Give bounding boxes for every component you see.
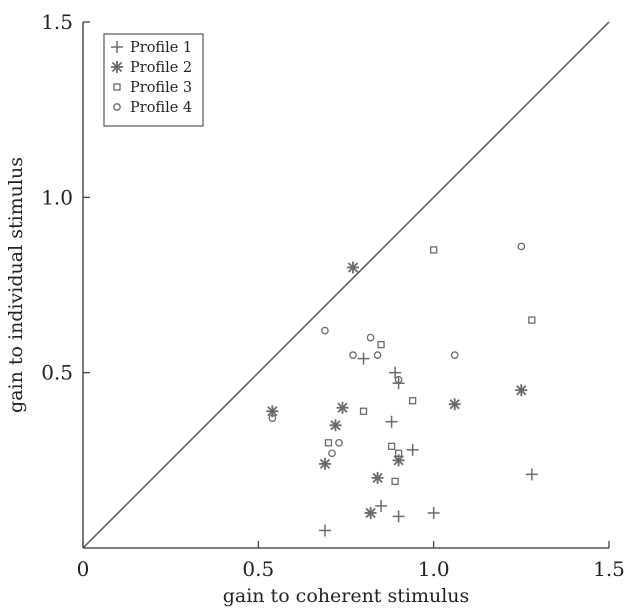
data-point-circle [450,351,459,359]
x-tick-label: 0 [77,557,90,581]
data-point-asterisk [318,457,331,470]
data-point-circle [394,375,403,384]
data-point-plus [406,443,419,456]
legend-box [103,33,204,127]
x-tick-label: 0.5 [242,557,274,581]
data-point-square [528,316,536,324]
data-point-plus [318,524,331,537]
y-tick-label: 1.0 [41,185,73,209]
data-point-circle [349,351,357,359]
legend-label: Profile 4 [130,100,192,116]
data-point-circle [328,449,336,458]
x-axis-label: gain to coherent stimulus [223,585,470,607]
data-point-asterisk [336,401,349,414]
data-point-asterisk [448,398,461,411]
data-point-plus [392,510,405,523]
x-tick-label: 1.5 [593,557,625,581]
data-point-asterisk [515,384,528,397]
reference-line-group [82,21,610,549]
legend-marker [111,61,123,73]
legend-label: Profile 3 [130,80,192,96]
legend-marker [113,83,121,91]
axes [82,21,610,549]
legend-label: Profile 1 [130,40,192,56]
x-tick-label: 1.0 [418,557,450,581]
data-point-circle [268,414,277,423]
y-tick-label: 1.5 [41,10,73,34]
data-point-plus [375,499,388,512]
data-point-plus [427,506,440,519]
data-point-square [377,340,385,349]
y-tick-label: 0.5 [41,361,73,385]
data-point-plus [525,468,538,481]
legend: Profile 1 Profile 2 Profile 3 Profile 4 [103,33,204,127]
legend-marker [111,41,123,53]
legend-marker [113,103,121,111]
data-point-circle [366,333,375,342]
tick-labels: 0 0.5 1.0 1.5 0.5 1.0 1.5 [41,10,625,581]
data-point-square [394,449,403,457]
data-point-plus [385,415,398,428]
data-point-square [391,477,399,486]
data-points [266,242,538,537]
data-point-square [359,407,368,415]
data-point-circle [517,242,526,251]
data-point-asterisk [371,471,384,484]
data-point-asterisk [364,506,377,519]
data-point-asterisk [347,261,360,274]
data-point-circle [373,351,382,359]
data-point-square [387,442,396,450]
data-point-square [408,397,417,405]
reference-line [82,21,610,549]
data-point-circle [321,326,329,335]
legend-label: Profile 2 [130,60,192,76]
data-point-square [324,439,333,447]
data-point-asterisk [329,419,342,432]
data-point-plus [357,352,370,365]
data-point-square [430,246,438,254]
data-point-plus [389,366,402,379]
y-axis-label: gain to individual stimulus [5,157,27,413]
data-point-circle [335,438,343,447]
